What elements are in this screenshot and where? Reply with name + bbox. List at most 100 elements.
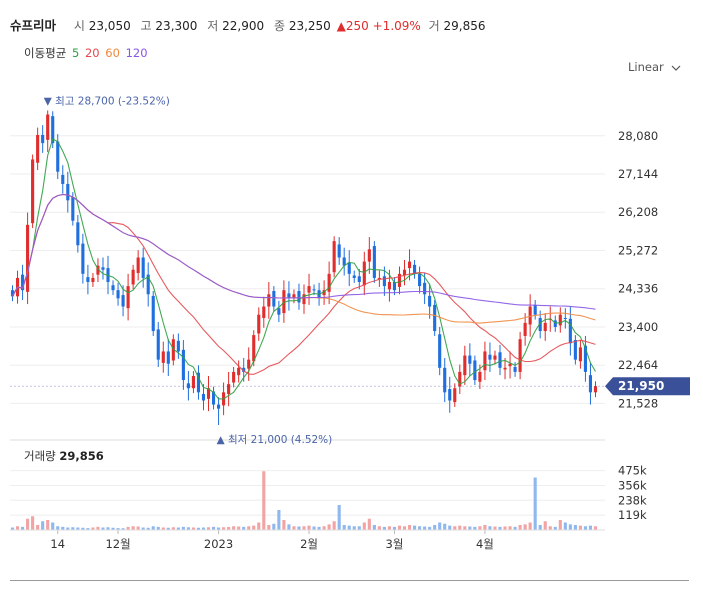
chart-bottom-border	[10, 580, 689, 581]
candle-body	[131, 269, 135, 285]
candle-body	[227, 384, 231, 394]
ma-line-120	[12, 193, 596, 310]
volume-tick-label: 475k	[618, 464, 647, 478]
volume-bar	[418, 526, 422, 530]
volume-bar	[352, 526, 356, 530]
candle-body	[41, 134, 45, 144]
candle-body	[31, 159, 35, 224]
candle-body	[327, 273, 331, 292]
ma-60: 60	[105, 46, 120, 60]
volume-bar	[242, 526, 246, 530]
volume-bar	[583, 526, 587, 530]
x-tick-label: 14	[50, 537, 65, 551]
volume-bar	[302, 526, 306, 530]
candle-body	[528, 306, 532, 325]
volume-bar	[10, 527, 15, 530]
candle-body	[242, 367, 246, 372]
candle-body	[302, 294, 306, 305]
candle-body	[553, 320, 557, 327]
volume-bar	[463, 526, 467, 530]
candle-body	[126, 286, 130, 309]
volume-bar	[588, 525, 593, 530]
close-value: 23,250	[288, 19, 331, 33]
volume-bar	[478, 526, 482, 530]
volume-bar	[287, 524, 291, 530]
candle-body	[533, 304, 537, 315]
candle-body	[423, 282, 427, 295]
candle-body	[322, 290, 326, 296]
candle-body	[312, 289, 316, 291]
y-tick-label: 22,464	[618, 358, 658, 372]
candle-body	[277, 308, 281, 315]
volume-bar	[56, 526, 60, 530]
candle-body	[418, 273, 422, 287]
candle-body	[478, 371, 482, 382]
volume-bar	[347, 525, 351, 530]
candle-body	[593, 386, 598, 393]
volume-bar	[191, 527, 195, 530]
volume-bar	[176, 527, 180, 530]
volume-bar	[181, 526, 185, 530]
volume-bar	[201, 527, 206, 530]
volume-bar	[206, 527, 211, 530]
volume-bar	[227, 527, 231, 530]
candle-body	[191, 375, 195, 389]
candle-body	[81, 243, 85, 274]
volume-bar	[166, 527, 170, 530]
volume-bar	[267, 525, 271, 530]
candle-body	[61, 174, 65, 184]
candle-body	[473, 360, 477, 381]
y-tick-label: 25,272	[618, 243, 658, 257]
candle-body	[141, 257, 145, 278]
volume-bar	[151, 526, 155, 530]
change-value: ▲250	[336, 19, 369, 33]
candle-body	[357, 276, 361, 283]
volume-tick-label: 119k	[618, 508, 647, 522]
candle-body	[136, 257, 140, 274]
volume-bar	[563, 522, 567, 530]
volume-bar	[277, 510, 281, 530]
volume-bar	[51, 522, 55, 530]
volume-bar	[237, 526, 241, 530]
candle-body	[161, 351, 165, 363]
ma-20: 20	[84, 46, 100, 60]
candle-body	[448, 389, 452, 401]
ma-line-5	[12, 138, 596, 400]
current-price-tag	[605, 377, 690, 396]
volume-bar	[513, 526, 517, 530]
candle-body	[51, 116, 55, 144]
candle-body	[588, 375, 593, 393]
current-price-label: 21,950	[618, 379, 664, 393]
stock-name: 슈프리마	[10, 18, 57, 33]
volume-bar	[121, 528, 125, 530]
candle-body	[407, 261, 412, 269]
volume-bar	[488, 526, 492, 530]
volume-bar	[111, 527, 115, 530]
scale-dropdown[interactable]: Linear	[628, 60, 681, 74]
candle-body	[463, 355, 467, 376]
volume-bar	[578, 525, 582, 530]
candle-body	[538, 317, 542, 332]
candle-body	[232, 371, 236, 383]
volume-bar	[91, 527, 95, 530]
open-label: 시	[73, 19, 85, 33]
volume-bar	[186, 527, 190, 530]
volume-bar	[141, 527, 145, 530]
candle-body	[543, 322, 547, 332]
volume-bar	[443, 523, 447, 530]
volume-bar	[21, 526, 25, 530]
volume-bar	[493, 526, 497, 530]
volume-bar	[71, 527, 75, 530]
moving-average-legend: 이동평균 5 20 60 120	[24, 45, 150, 61]
candle-body	[267, 294, 271, 307]
candle-body	[71, 197, 75, 221]
candle-body	[26, 224, 30, 292]
ma-5: 5	[71, 46, 80, 60]
volume-title: 거래량 29,856	[24, 448, 104, 464]
volume-bar	[548, 526, 552, 530]
candle-body	[282, 290, 286, 314]
volume-bar	[217, 527, 221, 530]
ma-line-20	[12, 193, 596, 375]
candle-body	[111, 285, 115, 291]
